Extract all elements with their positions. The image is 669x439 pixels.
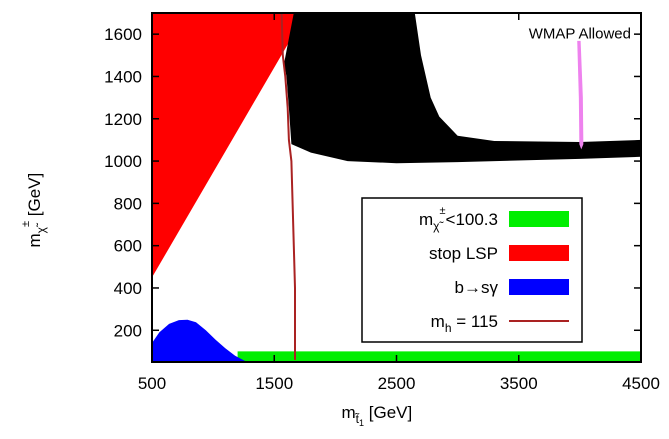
label-subsub: 1 <box>359 418 364 428</box>
x-tick-label: 3500 <box>500 374 538 393</box>
label-rest: [GeV] <box>364 403 412 422</box>
legend-label: b→sγ <box>455 278 499 297</box>
series-m-chargino-100-3 <box>237 351 641 362</box>
y-tick-label: 800 <box>114 194 142 213</box>
label-sub: t̃ <box>354 411 360 426</box>
annotations: WMAP Allowed <box>529 25 631 42</box>
series-excluded-black <box>284 13 641 164</box>
y-tick-label: 1200 <box>104 110 142 129</box>
label-main: m <box>342 403 356 422</box>
legend-label: stop LSP <box>429 244 498 263</box>
label-sub: χ̃ <box>34 222 48 233</box>
x-axis-title: mt̃1 [GeV] <box>342 403 413 428</box>
label-sup: ± <box>20 221 32 227</box>
y-axis: 200 400 600 800 1000 1200 1400 1600 <box>104 25 641 340</box>
y-tick-label: 600 <box>114 237 142 256</box>
legend-label: mχ̃ ±<100.3 <box>419 205 498 233</box>
label-sub: h <box>445 321 452 335</box>
series-m-h-115 <box>280 13 296 360</box>
label-text: b→sγ <box>455 278 499 297</box>
y-tick-label: 200 <box>114 321 142 340</box>
label-sub: χ̃ <box>433 219 444 233</box>
label-rest: <100.3 <box>446 210 498 229</box>
x-tick-label: 1500 <box>255 374 293 393</box>
y-tick-label: 1400 <box>104 67 142 86</box>
label-main: m <box>419 210 433 229</box>
legend-swatch <box>509 245 569 261</box>
legend-swatch <box>509 211 569 227</box>
label-rest: [GeV] <box>25 173 44 221</box>
annotation-label: WMAP Allowed <box>529 25 631 42</box>
x-axis: 500 1500 2500 3500 4500 <box>138 13 660 393</box>
y-axis-title: mχ̃± [GeV] <box>20 173 48 248</box>
label-text: stop LSP <box>429 244 498 263</box>
series-b-s <box>152 319 250 362</box>
label-sup: ± <box>439 205 445 217</box>
x-tick-label: 4500 <box>622 374 660 393</box>
y-tick-label: 1600 <box>104 25 142 44</box>
y-tick-label: 400 <box>114 279 142 298</box>
series-stop-lsp <box>152 13 306 278</box>
label-main: m <box>25 233 44 247</box>
label-main: m <box>431 312 445 331</box>
plot-regions <box>152 13 641 362</box>
series-wmap-allowed <box>577 40 584 150</box>
x-tick-label: 500 <box>138 374 166 393</box>
y-tick-label: 1000 <box>104 152 142 171</box>
legend-label: mh = 115 <box>431 312 498 335</box>
label-rest: = 115 <box>452 312 498 331</box>
legend-swatch <box>509 279 569 295</box>
x-tick-label: 2500 <box>378 374 416 393</box>
